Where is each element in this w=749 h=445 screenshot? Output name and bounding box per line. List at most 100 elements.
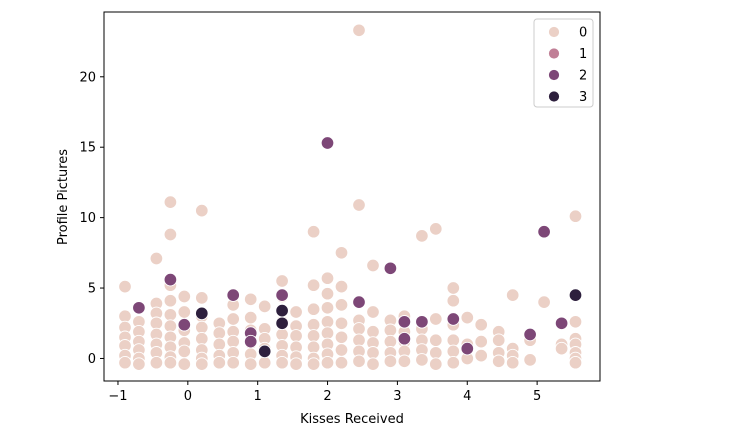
data-point: [163, 227, 178, 242]
data-point: [429, 333, 443, 347]
data-point: [334, 279, 349, 294]
data-point: [289, 357, 303, 371]
data-point: [320, 271, 335, 285]
data-point: [568, 209, 583, 223]
data-point: [537, 224, 551, 239]
data-point: [446, 293, 461, 308]
data-point: [320, 326, 335, 340]
data-point: [195, 357, 209, 371]
data-point: [334, 343, 349, 357]
data-point: [505, 288, 520, 302]
legend-marker: [548, 47, 560, 60]
data-point: [474, 334, 488, 349]
data-point: [243, 334, 258, 349]
y-tick-label: 15: [79, 141, 96, 156]
data-point: [163, 195, 178, 209]
data-point: [163, 319, 178, 333]
data-point: [366, 346, 380, 360]
data-point: [226, 288, 240, 302]
data-point: [118, 309, 132, 323]
data-point: [243, 310, 258, 325]
data-point: [429, 346, 443, 360]
data-point: [195, 320, 209, 335]
data-point: [352, 354, 366, 369]
data-point: [275, 327, 289, 342]
data-point: [352, 23, 366, 38]
data-point: [366, 324, 380, 339]
data-point: [226, 334, 240, 349]
data-point: [306, 317, 321, 332]
data-point: [334, 355, 349, 370]
data-point: [177, 344, 192, 359]
data-point: [306, 278, 321, 292]
axes-frame: [103, 11, 601, 382]
legend-marker: [548, 69, 560, 81]
data-point: [383, 261, 398, 276]
data-point: [275, 303, 289, 318]
data-point: [568, 315, 583, 329]
data-point: [306, 302, 321, 316]
data-point: [257, 355, 272, 370]
data-point: [212, 337, 227, 352]
data-point: [568, 355, 583, 370]
data-point: [352, 322, 366, 336]
data-point: [474, 348, 488, 363]
data-point: [446, 281, 461, 295]
data-point: [212, 355, 227, 370]
data-point: [275, 288, 289, 302]
data-point: [163, 308, 178, 322]
data-point: [352, 333, 366, 347]
x-tick-label: 4: [463, 389, 471, 404]
data-point: [446, 355, 461, 370]
data-point: [163, 355, 178, 370]
data-point: [537, 295, 551, 309]
data-point: [460, 341, 475, 356]
data-point: [289, 329, 303, 343]
data-point: [568, 288, 583, 302]
data-point: [177, 305, 192, 319]
data-point: [397, 315, 412, 329]
data-point: [366, 305, 380, 319]
y-tick-label: 5: [88, 282, 96, 297]
data-point: [491, 333, 506, 347]
data-point: [306, 224, 321, 239]
data-point: [320, 315, 335, 329]
data-point: [366, 357, 380, 371]
data-point: [177, 317, 192, 332]
data-point: [320, 136, 335, 150]
data-point: [397, 354, 412, 369]
data-point: [352, 198, 366, 212]
data-point: [118, 355, 132, 370]
data-point: [334, 246, 349, 260]
data-point: [226, 355, 240, 370]
data-point: [505, 355, 520, 370]
legend-marker: [548, 26, 560, 38]
y-tick-label: 0: [88, 352, 96, 367]
data-point: [429, 357, 443, 371]
data-point: [334, 330, 349, 345]
data-point: [366, 258, 380, 273]
data-point: [243, 357, 258, 371]
data-point: [132, 357, 146, 371]
y-axis-ticks: 0 5 10 15 20: [79, 70, 104, 367]
data-point: [474, 317, 488, 332]
legend-marker: [548, 90, 560, 103]
x-tick-label: 0: [184, 389, 192, 404]
data-point: [306, 340, 321, 354]
data-point: [320, 286, 335, 301]
data-point: [352, 295, 366, 309]
data-point: [275, 316, 289, 331]
data-point: [383, 334, 398, 349]
x-tick-label: 3: [393, 389, 401, 404]
data-point: [118, 279, 132, 294]
data-point: [554, 316, 569, 331]
data-point: [163, 272, 178, 287]
data-point: [429, 312, 443, 326]
legend-label: 0: [579, 26, 587, 41]
data-point: [149, 316, 164, 331]
data-point: [397, 331, 412, 346]
x-tick-label: 5: [533, 389, 541, 404]
x-tick-label: 1: [254, 389, 262, 404]
data-point: [334, 316, 349, 331]
